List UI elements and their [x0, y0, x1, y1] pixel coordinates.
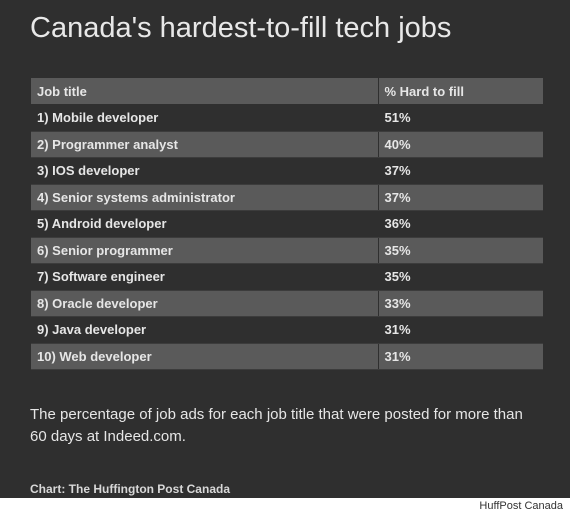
job-title-cell: 4) Senior systems administrator	[31, 184, 379, 211]
table-row: 8) Oracle developer 33%	[31, 290, 543, 317]
table-row: 7) Software engineer 35%	[31, 263, 543, 291]
percent-cell: 37%	[378, 157, 543, 185]
table-row: 9) Java developer 31%	[31, 316, 543, 344]
percent-cell: 51%	[378, 104, 543, 132]
chart-title: Canada's hardest-to-fill tech jobs	[30, 12, 452, 44]
table-row: 2) Programmer analyst 40%	[31, 131, 543, 158]
percent-cell: 36%	[378, 210, 543, 238]
column-header-percent: % Hard to fill	[378, 78, 543, 105]
job-title-cell: 5) Android developer	[31, 210, 379, 238]
table-body: 1) Mobile developer 51% 2) Programmer an…	[31, 104, 543, 370]
job-title-cell: 2) Programmer analyst	[31, 131, 379, 158]
column-header-job-title: Job title	[31, 78, 379, 105]
percent-cell: 31%	[378, 343, 543, 370]
job-title-cell: 6) Senior programmer	[31, 237, 379, 264]
percent-cell: 37%	[378, 184, 543, 211]
source-watermark: HuffPost Canada	[479, 500, 563, 512]
chart-note: The percentage of job ads for each job t…	[30, 406, 523, 445]
job-title-cell: 8) Oracle developer	[31, 290, 379, 317]
job-title-cell: 9) Java developer	[31, 316, 379, 344]
job-title-cell: 1) Mobile developer	[31, 104, 379, 132]
table-row: 6) Senior programmer 35%	[31, 237, 543, 264]
chart-panel: Canada's hardest-to-fill tech jobs Job t…	[0, 0, 570, 498]
table-row: 4) Senior systems administrator 37%	[31, 184, 543, 211]
data-table: Job title % Hard to fill 1) Mobile devel…	[31, 78, 543, 370]
table-header-row: Job title % Hard to fill	[31, 78, 543, 105]
job-title-cell: 7) Software engineer	[31, 263, 379, 291]
table-row: 10) Web developer 31%	[31, 343, 543, 370]
table-row: 5) Android developer 36%	[31, 210, 543, 238]
percent-cell: 40%	[378, 131, 543, 158]
percent-cell: 35%	[378, 263, 543, 291]
job-title-cell: 10) Web developer	[31, 343, 379, 370]
chart-credit: Chart: The Huffington Post Canada	[30, 482, 230, 496]
table-row: 1) Mobile developer 51%	[31, 104, 543, 132]
job-title-cell: 3) IOS developer	[31, 157, 379, 185]
percent-cell: 31%	[378, 316, 543, 344]
percent-cell: 35%	[378, 237, 543, 264]
table-row: 3) IOS developer 37%	[31, 157, 543, 185]
percent-cell: 33%	[378, 290, 543, 317]
